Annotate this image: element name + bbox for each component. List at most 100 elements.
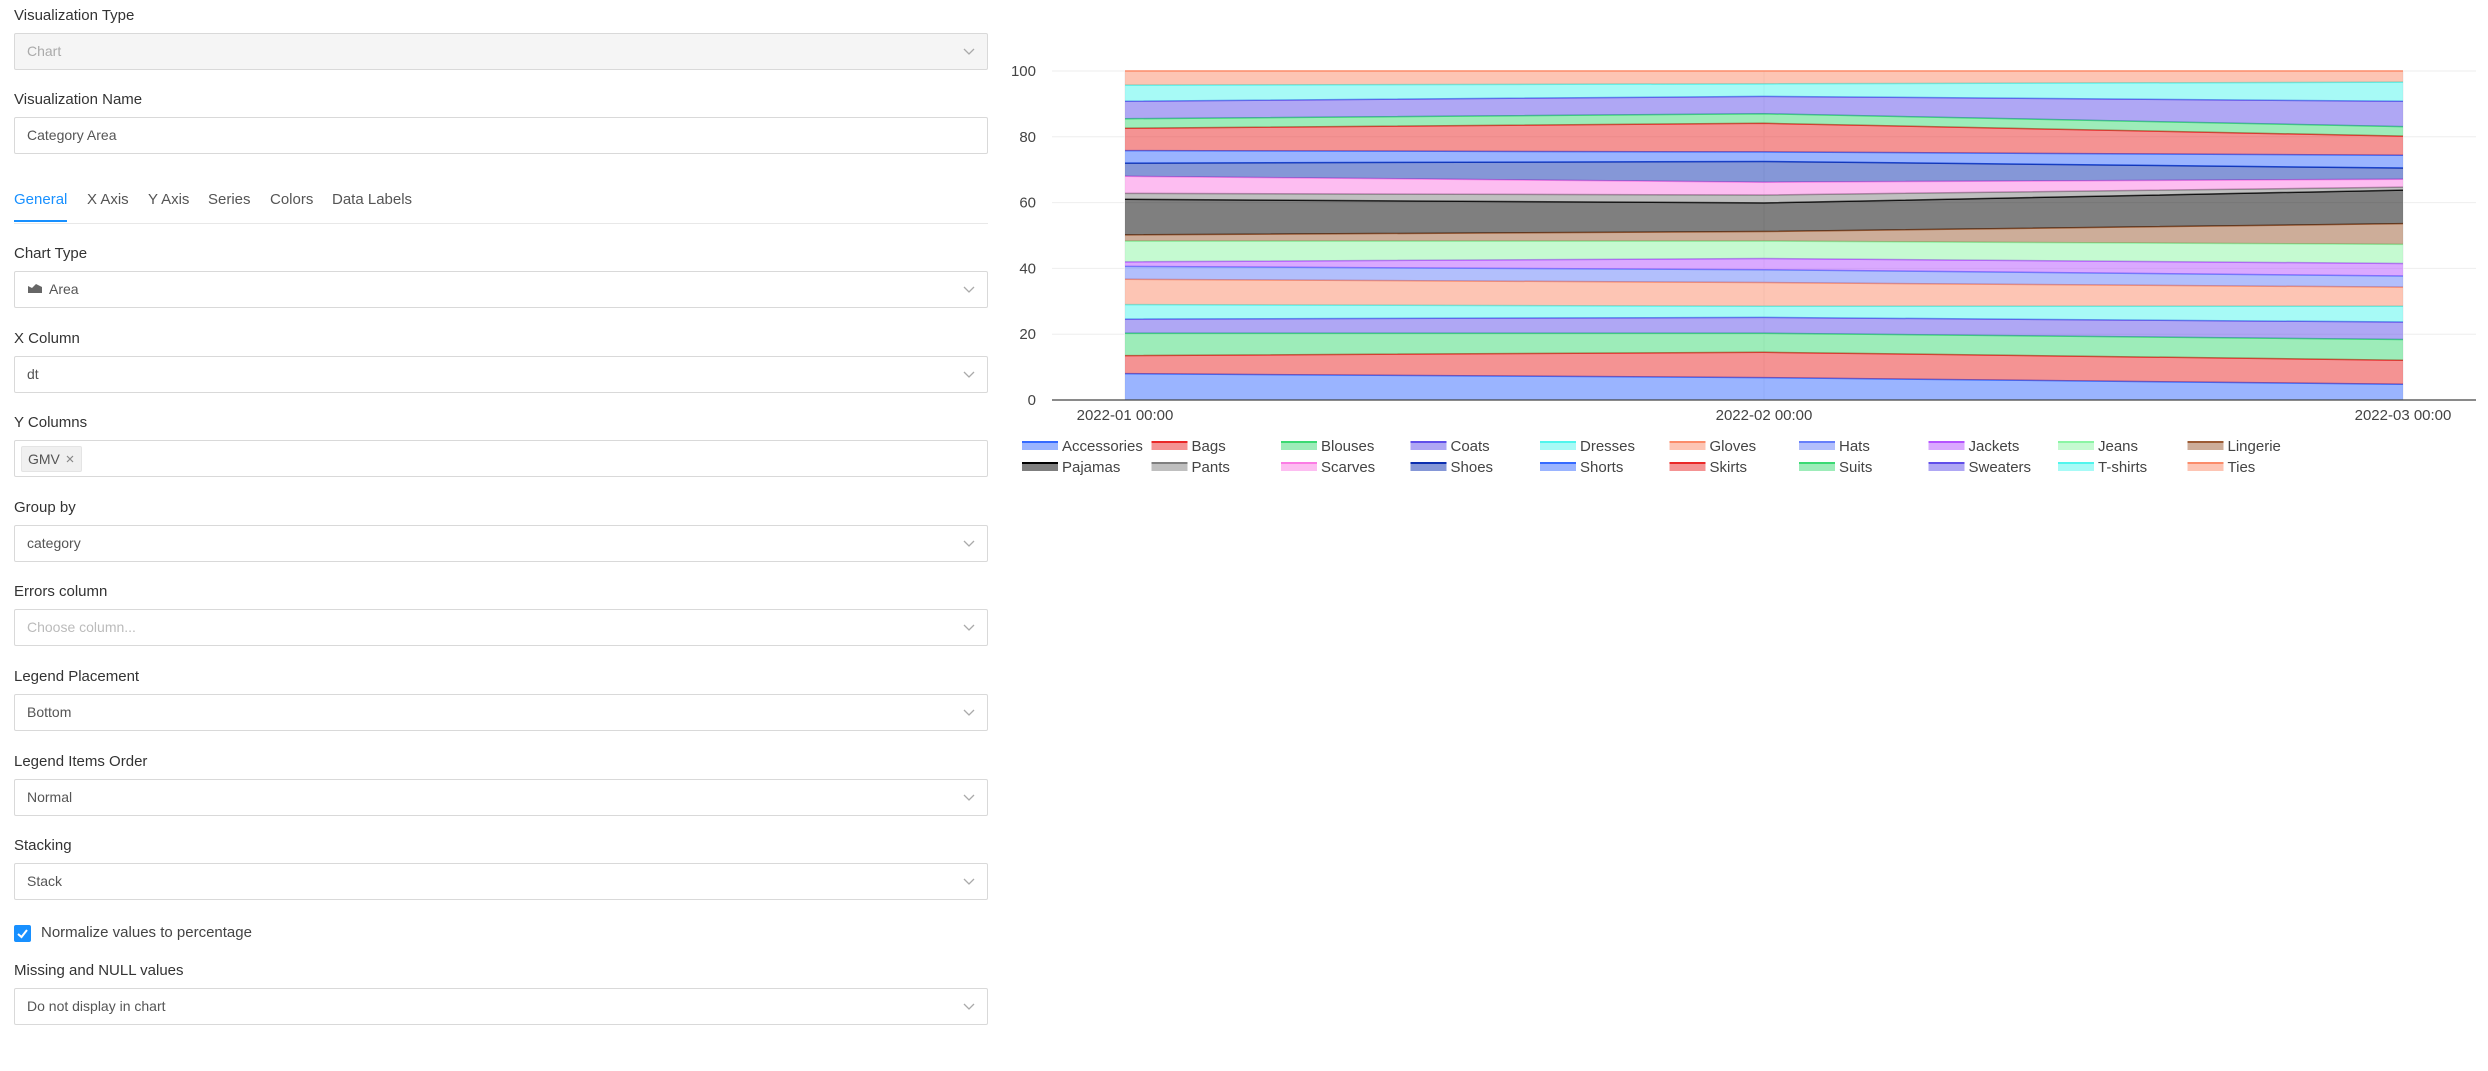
area — [1125, 304, 2403, 323]
legend-swatch — [2187, 463, 2224, 471]
y-tick-label: 20 — [1019, 326, 1036, 343]
value: Do not display in chart — [27, 998, 166, 1014]
legend-swatch — [2058, 463, 2094, 471]
tab[interactable]: X Axis — [87, 191, 129, 208]
legend-swatch — [1281, 463, 1317, 471]
value: Category Area — [27, 127, 117, 143]
select[interactable]: Normal — [14, 778, 988, 816]
select[interactable]: Stack — [14, 863, 988, 901]
legend-swatch — [1540, 442, 1576, 450]
legend-item[interactable]: Blouses — [1281, 438, 1374, 455]
x-tick-label: 2022-02 00:00 — [1716, 407, 1813, 424]
field-label: Visualization Type — [14, 7, 135, 24]
legend-swatch — [1928, 463, 1965, 471]
y-tick-label: 0 — [1028, 392, 1036, 409]
legend-item[interactable]: Skirts — [1669, 459, 1748, 476]
checkbox-label[interactable]: Normalize values to percentage — [41, 924, 252, 941]
legend-label: Hats — [1839, 438, 1870, 455]
legend-label: Skirts — [1710, 459, 1748, 476]
y-tick-label: 100 — [1011, 63, 1036, 80]
dropdown-arrow — [963, 794, 975, 801]
placeholder: Choose column... — [27, 619, 136, 636]
x-tick-label: 2022-01 00:00 — [1077, 407, 1174, 424]
area — [1125, 352, 2403, 385]
legend-item[interactable]: Accessories — [1022, 438, 1143, 455]
tag-text: GMV — [28, 451, 60, 468]
field-label: Errors column — [14, 583, 108, 601]
y-tick-label: 80 — [1019, 129, 1036, 146]
area-icon — [28, 284, 42, 293]
chevron — [963, 286, 975, 293]
legend-label: Suits — [1839, 459, 1872, 476]
legend-swatch — [1540, 463, 1576, 471]
select[interactable]: Do not display in chart — [14, 988, 988, 1025]
checkbox[interactable] — [14, 925, 31, 942]
legend-swatch — [1151, 442, 1188, 450]
legend-item[interactable]: Shorts — [1540, 459, 1623, 476]
dropdown-arrow — [963, 540, 975, 547]
area — [1125, 223, 2403, 245]
legend-item[interactable]: Bags — [1151, 438, 1226, 455]
legend-item[interactable]: Lingerie — [2187, 438, 2281, 455]
value: Area — [49, 281, 79, 297]
legend-item[interactable]: Suits — [1799, 459, 1872, 476]
text-input[interactable]: Category Area — [14, 117, 988, 154]
legend-label: Scarves — [1321, 459, 1375, 476]
dropdown-arrow — [963, 709, 975, 716]
legend-label: Shorts — [1580, 459, 1623, 476]
legend-item[interactable]: Ties — [2187, 459, 2256, 476]
legend-item[interactable]: Jackets — [1928, 438, 2020, 455]
legend-item[interactable]: Coats — [1410, 438, 1490, 455]
legend-item[interactable]: Scarves — [1281, 459, 1375, 476]
tab-bar: General X Axis Y Axis Series Colors Data Labe… — [14, 188, 988, 224]
chart: 0 20 40 60 80 100 2022-01 00:00 2022-02 00:00 20… — [1011, 63, 2476, 476]
area — [1125, 373, 2403, 400]
chevron — [963, 794, 975, 801]
remove-tag[interactable] — [65, 454, 75, 464]
tab[interactable]: Colors — [270, 191, 314, 208]
tab[interactable]: General — [14, 188, 68, 222]
select[interactable]: Chart — [14, 33, 988, 70]
legend-label: T-shirts — [2098, 459, 2147, 476]
select[interactable]: Choose column... — [14, 609, 988, 647]
legend-item[interactable]: Pajamas — [1022, 459, 1120, 476]
select[interactable]: Bottom — [14, 694, 988, 731]
legend-item[interactable]: Pants — [1151, 459, 1230, 476]
legend-swatch — [1022, 442, 1058, 450]
tab[interactable]: Series — [208, 191, 251, 208]
select[interactable]: category — [14, 524, 988, 562]
legend-label: Sweaters — [1969, 459, 2032, 476]
legend-item[interactable]: Jeans — [2058, 438, 2138, 455]
legend-item[interactable]: Gloves — [1669, 438, 1757, 455]
tab[interactable]: Y Axis — [148, 191, 190, 208]
chevron — [963, 709, 975, 716]
legend-item[interactable]: T-shirts — [2058, 459, 2147, 476]
tag: GMV — [21, 446, 82, 473]
x-tick-label: 2022-03 00:00 — [2355, 407, 2452, 424]
tab[interactable]: Data Labels — [332, 191, 413, 208]
field-label: Missing and NULL values — [14, 962, 184, 979]
legend-label: Jackets — [1969, 438, 2020, 455]
legend-label: Pants — [1192, 459, 1230, 476]
field-label: Legend Items Order — [14, 752, 148, 770]
legend-label: Dresses — [1580, 438, 1635, 455]
field-label: X Column — [14, 329, 80, 347]
legend-label: Lingerie — [2228, 438, 2281, 455]
area — [1125, 279, 2403, 307]
select[interactable]: GMV — [14, 440, 988, 478]
area — [1125, 317, 2403, 340]
select[interactable]: dt — [14, 355, 988, 393]
legend-label: Coats — [1451, 438, 1490, 455]
area — [1125, 82, 2403, 102]
legend-item[interactable]: Sweaters — [1928, 459, 2032, 476]
y-tick-label: 60 — [1019, 195, 1036, 212]
select[interactable]: Area — [14, 271, 988, 308]
legend-swatch — [1410, 463, 1447, 471]
legend-item[interactable]: Shoes — [1410, 459, 1494, 476]
chevron — [963, 540, 975, 547]
legend-item[interactable]: Hats — [1799, 438, 1870, 455]
area — [1125, 113, 2403, 137]
chevron — [963, 48, 975, 55]
dropdown-arrow — [963, 1003, 975, 1010]
legend-item[interactable]: Dresses — [1540, 438, 1635, 455]
